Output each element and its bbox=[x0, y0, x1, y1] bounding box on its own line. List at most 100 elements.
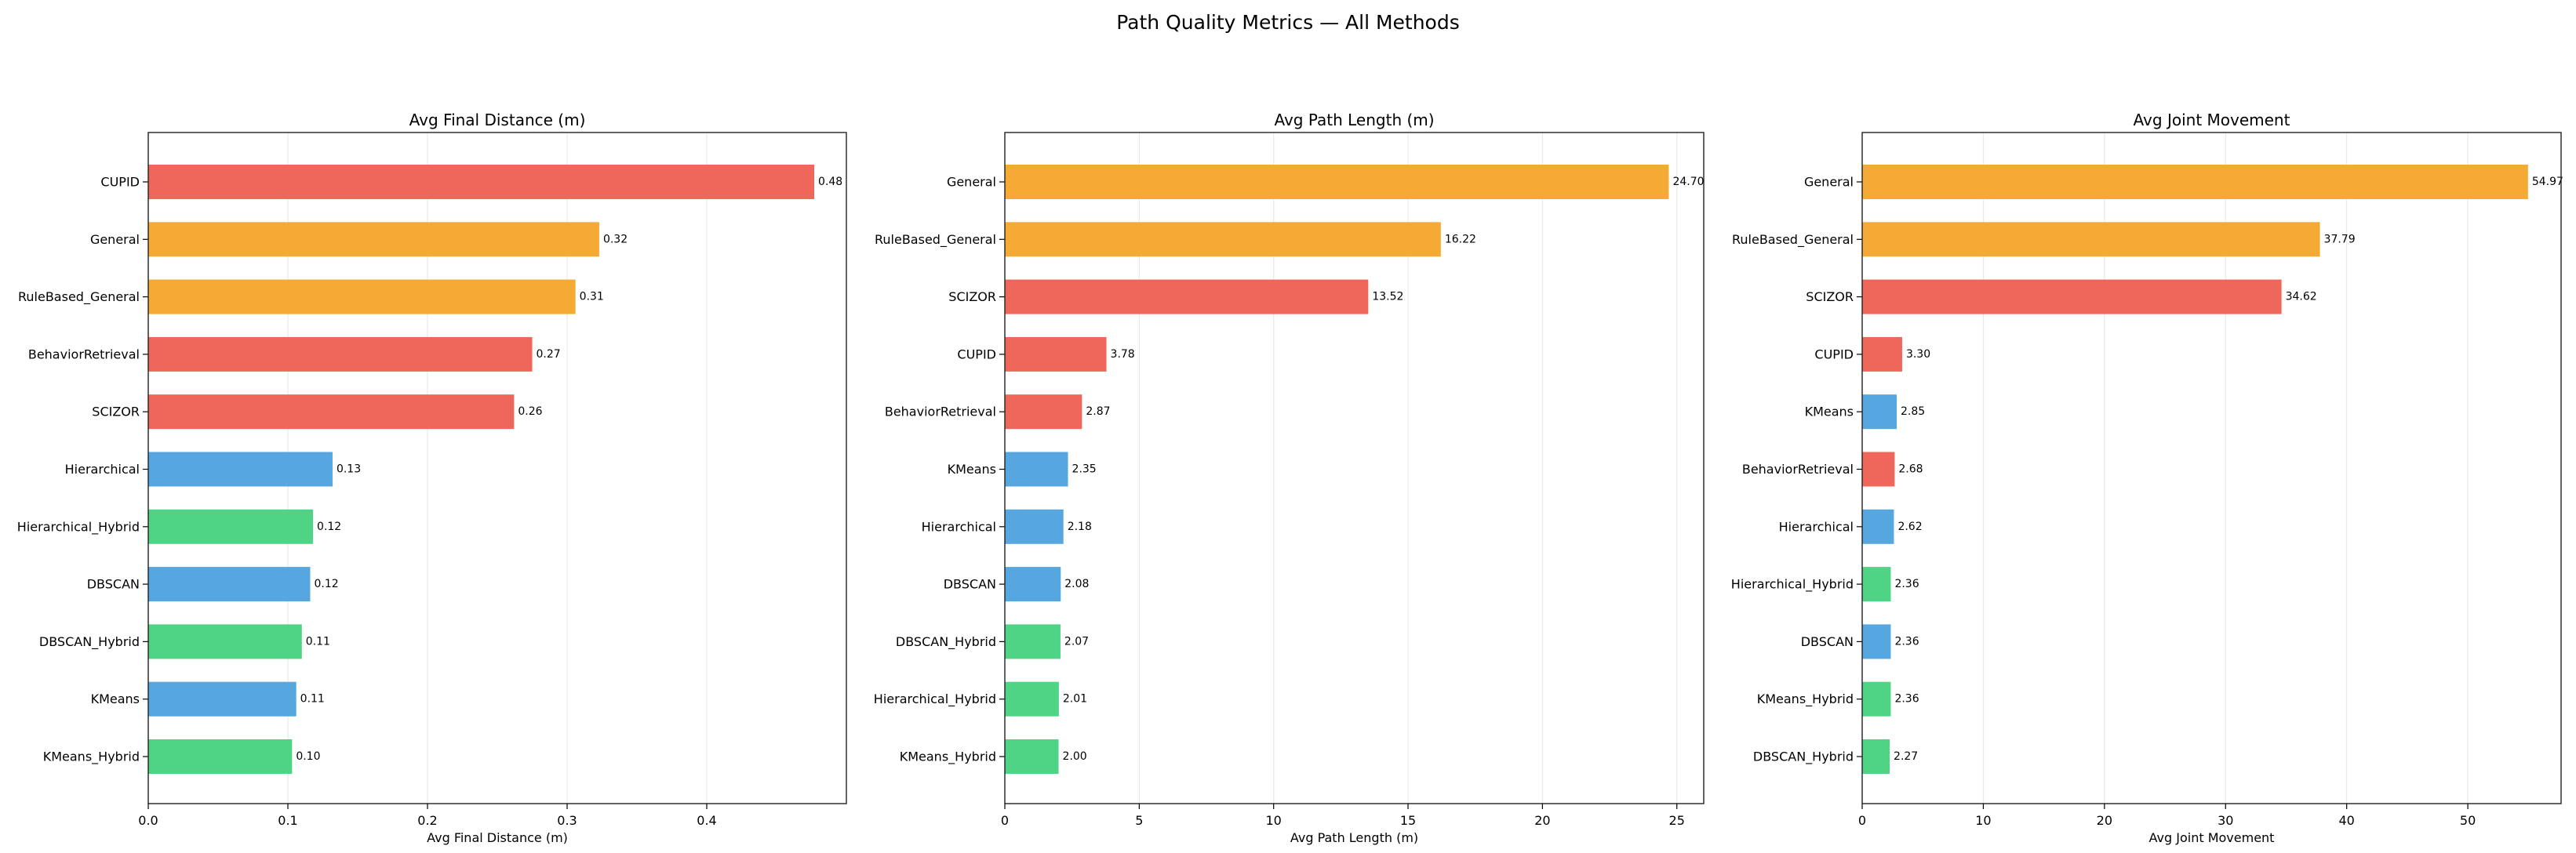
bar bbox=[148, 394, 515, 430]
x-tick-label: 10 bbox=[1266, 813, 1282, 828]
category-label: General bbox=[947, 175, 996, 190]
bar bbox=[1862, 222, 2320, 257]
value-label: 2.35 bbox=[1072, 463, 1097, 476]
value-label: 3.78 bbox=[1111, 348, 1135, 361]
x-tick-label: 0.4 bbox=[697, 813, 716, 828]
bar bbox=[1005, 739, 1059, 774]
x-tick-label: 0.1 bbox=[278, 813, 297, 828]
category-label: DBSCAN_Hybrid bbox=[896, 634, 996, 650]
bar bbox=[148, 509, 314, 544]
bar bbox=[1005, 509, 1064, 544]
bar bbox=[1005, 336, 1107, 372]
bar bbox=[1005, 452, 1068, 487]
bar bbox=[148, 222, 599, 257]
category-label: Hierarchical_Hybrid bbox=[17, 519, 140, 535]
bar bbox=[1862, 336, 1902, 372]
value-label: 0.11 bbox=[300, 693, 325, 706]
value-label: 2.08 bbox=[1064, 578, 1089, 590]
x-tick-label: 15 bbox=[1400, 813, 1416, 828]
value-label: 0.12 bbox=[317, 521, 341, 533]
category-label: CUPID bbox=[957, 347, 996, 361]
value-label: 2.18 bbox=[1068, 521, 1092, 533]
value-label: 0.32 bbox=[603, 233, 628, 245]
bar bbox=[148, 567, 311, 602]
value-label: 2.68 bbox=[1898, 463, 1923, 476]
value-label: 2.01 bbox=[1063, 693, 1087, 706]
value-label: 2.87 bbox=[1086, 405, 1110, 418]
value-label: 0.27 bbox=[537, 348, 561, 361]
chart-panels: CUPID 0.48 General 0.32 RuleBased_General 0.3… bbox=[17, 111, 2563, 845]
x-tick-label: 20 bbox=[1534, 813, 1550, 828]
bar bbox=[1862, 681, 1891, 717]
x-tick-label: 30 bbox=[2218, 813, 2233, 828]
bar bbox=[148, 336, 533, 372]
panel-title: Avg Final Distance (m) bbox=[409, 111, 586, 129]
bar bbox=[1862, 739, 1890, 774]
bar bbox=[1005, 624, 1061, 659]
category-label: RuleBased_General bbox=[18, 289, 140, 305]
category-label: KMeans_Hybrid bbox=[43, 750, 140, 765]
bar bbox=[148, 279, 576, 314]
category-label: BehaviorRetrieval bbox=[28, 347, 140, 361]
value-label: 2.00 bbox=[1063, 750, 1087, 763]
category-label: KMeans_Hybrid bbox=[1757, 691, 1854, 707]
value-label: 0.13 bbox=[337, 463, 361, 476]
x-tick-label: 5 bbox=[1135, 813, 1143, 828]
x-tick-label: 0.2 bbox=[417, 813, 437, 828]
x-tick-label: 0 bbox=[1001, 813, 1009, 828]
category-label: Hierarchical_Hybrid bbox=[1731, 577, 1854, 593]
category-label: DBSCAN_Hybrid bbox=[39, 634, 140, 650]
x-tick-label: 25 bbox=[1669, 813, 1685, 828]
category-label: RuleBased_General bbox=[1732, 232, 1854, 248]
category-label: General bbox=[90, 232, 140, 247]
category-label: BehaviorRetrieval bbox=[1742, 462, 1854, 477]
value-label: 16.22 bbox=[1445, 233, 1476, 245]
bar bbox=[1005, 567, 1061, 602]
chart-panel-1: CUPID 0.48 General 0.32 RuleBased_General 0.3… bbox=[17, 111, 847, 845]
value-label: 2.85 bbox=[1901, 405, 1925, 418]
bar bbox=[1862, 509, 1894, 544]
panel-title: Avg Path Length (m) bbox=[1274, 111, 1434, 129]
value-label: 2.36 bbox=[1894, 578, 1919, 590]
category-label: Hierarchical bbox=[922, 519, 996, 534]
value-label: 0.26 bbox=[518, 405, 542, 418]
value-label: 3.30 bbox=[1906, 348, 1930, 361]
category-label: CUPID bbox=[1814, 347, 1854, 361]
category-label: RuleBased_General bbox=[875, 232, 996, 248]
x-tick-label: 0 bbox=[1858, 813, 1866, 828]
bar bbox=[148, 624, 302, 659]
chart-panel-2: General 24.70 RuleBased_General 16.22 SCIZOR… bbox=[874, 111, 1705, 845]
bar bbox=[1005, 279, 1369, 314]
category-label: SCIZOR bbox=[1806, 289, 1854, 304]
category-label: Hierarchical bbox=[65, 462, 140, 477]
value-label: 37.79 bbox=[2324, 233, 2356, 245]
category-label: SCIZOR bbox=[948, 289, 996, 304]
bar bbox=[1862, 394, 1897, 430]
figure-title: Path Quality Metrics — All Methods bbox=[1116, 11, 1460, 34]
category-label: DBSCAN bbox=[944, 577, 996, 592]
x-axis-label: Avg Joint Movement bbox=[2149, 830, 2275, 845]
bar bbox=[1005, 681, 1059, 717]
category-label: KMeans bbox=[91, 691, 140, 706]
category-label: General bbox=[1804, 175, 1854, 190]
category-label: DBSCAN bbox=[1801, 634, 1854, 649]
value-label: 0.10 bbox=[296, 750, 320, 763]
category-label: KMeans bbox=[948, 462, 996, 477]
axes-frame bbox=[1861, 132, 2562, 804]
category-label: Hierarchical_Hybrid bbox=[874, 691, 996, 707]
bar bbox=[1005, 222, 1441, 257]
value-label: 2.07 bbox=[1064, 635, 1089, 648]
bar bbox=[1862, 624, 1891, 659]
value-label: 2.36 bbox=[1894, 635, 1919, 648]
value-label: 0.48 bbox=[818, 176, 842, 188]
category-label: DBSCAN_Hybrid bbox=[1753, 750, 1854, 765]
panel-title: Avg Joint Movement bbox=[2134, 111, 2290, 129]
category-label: CUPID bbox=[100, 175, 140, 190]
chart-panel-3: General 54.97 RuleBased_General 37.79 SCIZOR… bbox=[1731, 111, 2563, 845]
value-label: 0.12 bbox=[314, 578, 338, 590]
value-label: 13.52 bbox=[1372, 291, 1403, 303]
category-label: Hierarchical bbox=[1779, 519, 1854, 534]
bar bbox=[1862, 452, 1895, 487]
axes-frame bbox=[1004, 132, 1705, 804]
